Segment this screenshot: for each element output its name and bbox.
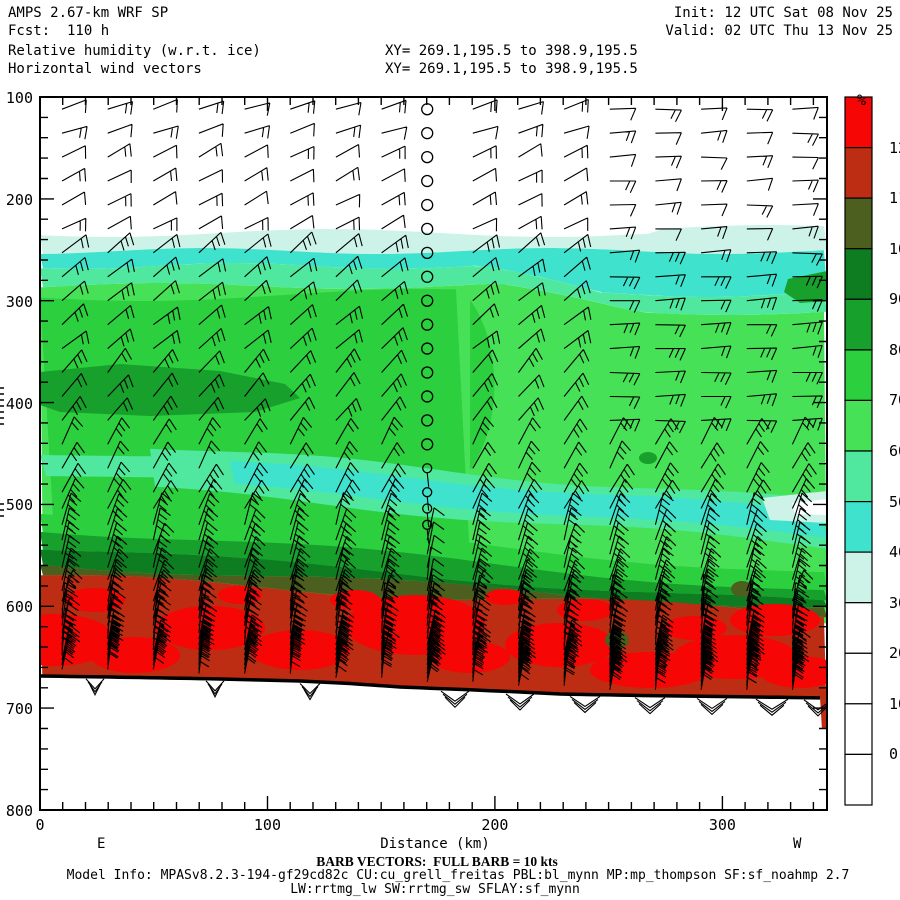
calm-wind-circle <box>421 150 434 164</box>
west-end-label: W <box>793 836 802 852</box>
colorbar-segment <box>844 197 873 250</box>
xy-extent-2: XY= 269.1,195.5 to 398.9,195.5 <box>385 61 638 77</box>
calm-wind-circle <box>422 519 433 530</box>
field-name-1: Relative humidity (w.r.t. ice) <box>8 43 261 59</box>
colorbar-segment <box>844 501 873 553</box>
valid-time: Valid: 02 UTC Thu 13 Nov 25 <box>665 23 893 39</box>
calm-wind-circle <box>422 487 433 498</box>
humidity-field <box>40 97 827 810</box>
colorbar-label-10: 10 <box>889 694 900 713</box>
colorbar-label-50: 50 <box>889 492 900 511</box>
calm-wind-circle <box>421 438 434 451</box>
colorbar-label-20: 20 <box>889 644 900 663</box>
colorbar-segment <box>844 703 873 755</box>
colorbar-segment <box>844 298 873 351</box>
barb-legend: BARB VECTORS: FULL BARB = 10 kts <box>316 854 558 869</box>
x-tick-label-300: 300 <box>708 816 736 834</box>
y-tick-label-600: 600 <box>5 598 33 617</box>
y-tick-label-700: 700 <box>5 700 33 719</box>
y-tick-label-300: 300 <box>5 292 33 311</box>
x-tick-label-200: 200 <box>481 816 509 834</box>
x-tick-label-100: 100 <box>253 816 281 834</box>
colorbar-label-100: 100 <box>889 239 900 258</box>
model-info-line2: LW:rrtmg_lw SW:rrtmg_sw SFLAY:sf_mynn <box>290 882 580 897</box>
model-info-line1: Model Info: MPASv8.2.3-194-gf29cd82c CU:… <box>66 868 850 883</box>
calm-wind-circle <box>421 246 434 259</box>
colorbar-segment <box>844 753 873 806</box>
calm-wind-circle <box>422 463 433 474</box>
field-name-2: Horizontal wind vectors <box>8 61 202 77</box>
colorbar-label-120: 120 <box>889 138 900 157</box>
calm-wind-circle <box>421 174 434 188</box>
colorbar-label-40: 40 <box>889 543 900 562</box>
colorbar-segment <box>844 349 873 402</box>
calm-wind-circle <box>421 342 434 355</box>
colorbar-label-0: 0 <box>889 745 899 764</box>
xy-extent-1: XY= 269.1,195.5 to 398.9,195.5 <box>385 43 638 59</box>
colorbar-label-110: 110 <box>889 189 900 208</box>
wind-barbs <box>61 98 823 690</box>
calm-wind-circle <box>421 366 434 379</box>
calm-wind-circle <box>422 503 433 514</box>
calm-wind-circle <box>421 127 434 140</box>
y-tick-label-100: 100 <box>5 89 33 107</box>
calm-wind-circle <box>421 270 434 283</box>
clipped-left-label-marks <box>0 387 4 517</box>
calm-wind-circle <box>421 318 434 331</box>
y-tick-label-500: 500 <box>5 496 33 515</box>
model-title: AMPS 2.67-km WRF SP <box>8 5 169 21</box>
y-tick-label-200: 200 <box>5 190 33 209</box>
calm-wind-circle <box>421 390 434 403</box>
y-tick-label-800: 800 <box>5 801 33 820</box>
colorbar-segment <box>844 96 873 149</box>
axis-ticks <box>39 96 827 811</box>
colorbar-label-90: 90 <box>889 290 900 309</box>
y-tick-label-400: 400 <box>5 394 33 413</box>
x-axis-title: Distance (km) <box>380 836 490 852</box>
colorbar-label-60: 60 <box>889 441 900 460</box>
calm-wind-circle <box>421 294 434 307</box>
east-end-label: E <box>97 836 106 852</box>
colorbar-label-70: 70 <box>889 391 900 410</box>
colorbar-label-30: 30 <box>889 593 900 612</box>
init-time: Init: 12 UTC Sat 08 Nov 25 <box>673 5 893 21</box>
colorbar-units: % <box>857 91 867 109</box>
colorbar-segment <box>844 602 873 654</box>
calm-wind-circle <box>421 414 434 427</box>
colorbar-segment <box>844 652 873 705</box>
colorbar-segment <box>844 450 873 503</box>
x-tick-label-0: 0 <box>35 816 45 834</box>
colorbar-label-80: 80 <box>889 340 900 359</box>
calm-wind-circle <box>421 198 434 212</box>
colorbar-segment <box>844 147 873 199</box>
colorbar-segment <box>844 248 873 300</box>
forecast-hour: Fcst: 110 h <box>8 23 110 39</box>
colorbar-segment <box>844 551 873 604</box>
plot-frame <box>39 96 828 811</box>
colorbar-segment <box>844 399 873 452</box>
calm-wind-circle <box>421 222 434 236</box>
